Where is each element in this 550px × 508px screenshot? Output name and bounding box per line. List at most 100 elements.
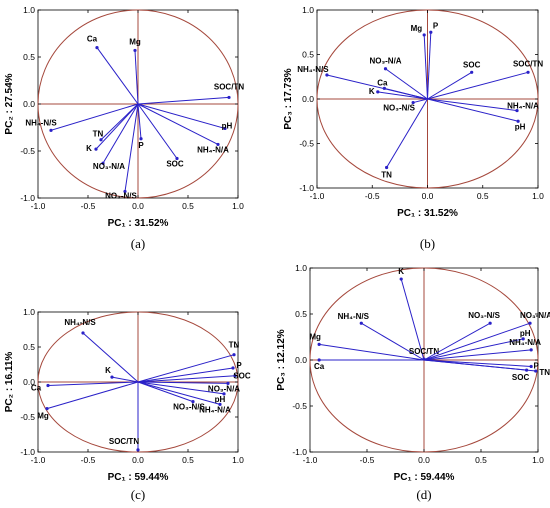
- vector-no3-n-a: [423, 322, 531, 361]
- variable-label-no3-n-s: NO₃-N/S: [173, 403, 205, 412]
- vector-tip-ca: [46, 383, 50, 388]
- variable-label-ca: Ca: [314, 362, 325, 371]
- variable-label-k: K: [369, 87, 375, 96]
- vector-tip-no3-n-a: [528, 321, 532, 325]
- vector-no3-n-a: [102, 103, 139, 164]
- variable-label-tn: TN: [93, 130, 104, 139]
- vector-tip-k: [376, 90, 380, 94]
- variable-label-tn: TN: [539, 368, 550, 377]
- variable-label-k: K: [105, 366, 111, 375]
- variable-label-nh4-n-a: NH₄-N/A: [509, 338, 541, 347]
- vector-tip-tn: [99, 138, 103, 142]
- variable-label-tn: TN: [381, 171, 392, 180]
- y-axis-title: PC₂ : 27.54%: [4, 73, 15, 134]
- x-tick-label: -0.5: [365, 191, 380, 201]
- panel-2: -1.0 -0.5 0.0 0.5 1.0 1.0 0.5 0.0 -0.5 -1.0 Mg P NO₃…: [283, 5, 544, 251]
- vector-tip-nh4-n-a: [529, 348, 533, 352]
- vector-k: [400, 278, 425, 361]
- vector-soc: [137, 103, 178, 159]
- variable-label-no3-n-s: NO₃-N/S: [383, 104, 415, 113]
- x-axis-title: PC₁ : 59.44%: [108, 472, 169, 483]
- variable-label-ca: Ca: [377, 78, 388, 87]
- vector-tn: [137, 354, 235, 383]
- variable-label-k: K: [398, 267, 404, 276]
- vector-ca: [384, 87, 428, 100]
- x-tick-label: -1.0: [31, 201, 46, 211]
- vector-k: [377, 91, 428, 100]
- vector-p: [137, 103, 142, 139]
- x-tick-label: 0.0: [422, 191, 434, 201]
- vector-tip-no3-n-s: [411, 100, 415, 105]
- vector-tn: [423, 359, 536, 372]
- vector-tip-nh4-n-s: [325, 73, 329, 77]
- y-tick-label: 1.0: [23, 307, 35, 317]
- x-tick-label: -1.0: [310, 191, 325, 201]
- vector-tip-mg: [45, 407, 49, 411]
- variable-label-ca: Ca: [31, 384, 42, 393]
- vector-no3-n-a: [385, 68, 428, 100]
- x-tick-label: 0.0: [418, 455, 430, 465]
- x-tick-label: -0.5: [81, 201, 96, 211]
- variable-label-soc: SOC: [463, 60, 481, 69]
- vector-nh4-n-a: [137, 381, 221, 405]
- vector-tip-soc: [175, 156, 179, 161]
- vector-k: [95, 103, 139, 150]
- vector-tip-no3-n-a: [383, 67, 388, 71]
- vector-nh4-n-a: [137, 103, 219, 145]
- y-tick-label: 1.0: [295, 263, 307, 273]
- x-tick-label: 1.0: [232, 455, 244, 465]
- panel-label: (b): [420, 236, 435, 251]
- vector-p: [423, 359, 532, 367]
- variable-label-k: K: [86, 144, 92, 153]
- vector-soc: [427, 71, 472, 100]
- panel-4: -1.0 -0.5 0.0 0.5 1.0 1.0 0.5 0.0 -0.5 -1.0 K NH₄-N…: [276, 263, 550, 502]
- variable-label-p: P: [138, 141, 144, 150]
- variable-label-nh4-n-s: NH₄-N/S: [297, 65, 329, 74]
- variable-label-nh4-n-s: NH₄-N/S: [64, 318, 96, 327]
- x-tick-label: 1.0: [232, 201, 244, 211]
- vector-tip-p: [529, 364, 533, 369]
- vector-soc-tn: [137, 96, 230, 105]
- vector-mg: [134, 50, 139, 105]
- panel-label: (c): [131, 487, 145, 502]
- x-tick-label: 0.0: [132, 201, 144, 211]
- vector-ca: [96, 47, 139, 105]
- vector-k: [111, 376, 139, 383]
- vector-nh4-n-s: [361, 322, 425, 361]
- y-tick-label: -0.5: [20, 146, 35, 156]
- y-axis-title: PC₃ : 12.12%: [276, 329, 287, 390]
- vector-mg: [46, 381, 139, 410]
- x-tick-label: -1.0: [31, 455, 46, 465]
- x-tick-label: 0.5: [475, 455, 487, 465]
- variable-label-p: P: [236, 361, 242, 370]
- variable-label-nh4-n-s: NH₄-N/S: [25, 118, 57, 127]
- variable-label-mg: Mg: [309, 332, 321, 341]
- y-tick-label: -1.0: [20, 447, 35, 457]
- variable-label-soc-tn: SOC/TN: [214, 82, 244, 91]
- variable-label-soc-tn: SOC/TN: [109, 437, 139, 446]
- variable-label-soc: SOC: [166, 160, 184, 169]
- vector-tip-soc-tn: [526, 70, 530, 74]
- vector-tip-ph: [521, 337, 525, 341]
- variable-label-nh4-n-a: NH₄-N/A: [507, 102, 539, 111]
- vector-tip-no3-n-a: [226, 381, 230, 385]
- variable-label-tn: TN: [229, 341, 240, 350]
- vector-tip-mg: [133, 48, 137, 53]
- x-axis-title: PC₁ : 31.52%: [108, 218, 169, 229]
- vector-tip-mg: [422, 33, 426, 37]
- y-tick-label: 0.5: [302, 50, 314, 60]
- x-tick-label: 0.5: [182, 201, 194, 211]
- vector-mg: [423, 34, 428, 100]
- vector-tip-tn: [232, 353, 236, 357]
- vector-tip-no3-n-s: [191, 400, 195, 404]
- x-axis-title: PC₁ : 31.52%: [397, 208, 458, 219]
- y-tick-label: 0.0: [23, 99, 35, 109]
- vector-tip-tn: [385, 165, 389, 170]
- x-tick-label: 0.5: [477, 191, 489, 201]
- vector-tip-nh4-n-s: [81, 331, 85, 335]
- variable-label-soc: SOC: [512, 373, 530, 382]
- vector-tip-soc-tn: [227, 95, 231, 100]
- vector-nh4-n-a: [427, 98, 518, 112]
- vector-tip-ca: [382, 86, 387, 90]
